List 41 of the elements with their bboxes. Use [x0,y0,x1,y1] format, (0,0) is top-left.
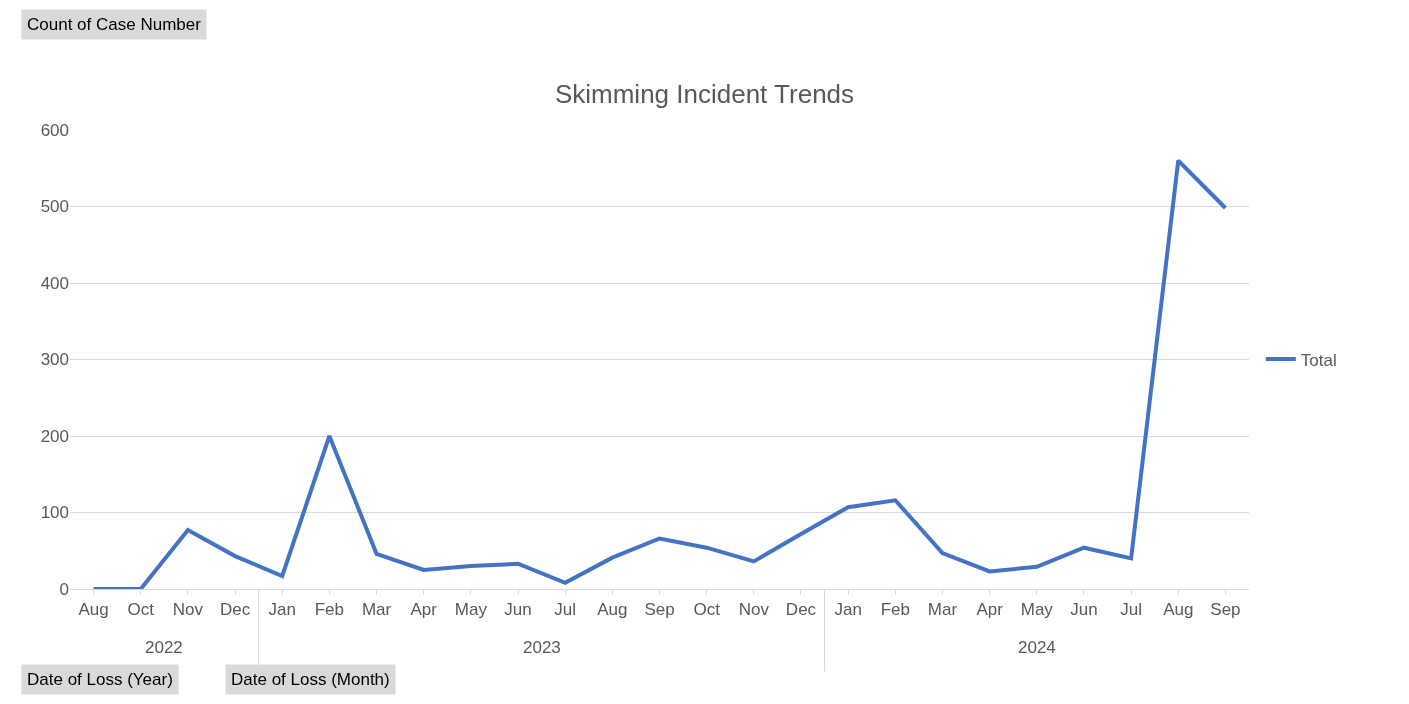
y-tick-label: 0 [59,579,69,599]
x-tick-label: Dec [219,600,251,620]
x-tick-label: Oct [693,600,721,620]
x-tick-label: Nov [738,600,770,620]
x-tick-label: Jun [1070,600,1098,620]
x-tick-label: Feb [880,600,910,620]
x-tick-label: Jul [554,600,577,620]
y-tick-label: 100 [40,503,69,523]
x-tick-label: Feb [314,600,345,620]
x-tick-label: Jul [1120,600,1142,620]
x-tick-label: Sep [1210,600,1241,620]
x-tick-label: Apr [976,600,1004,620]
legend-label: Total [1300,350,1337,370]
x-tick-label: Aug [597,600,628,620]
text: 2023 [523,638,561,657]
text: 2022 [145,638,183,657]
x-tick-label: Aug [1163,600,1194,620]
x-tick-label: May [1020,600,1054,620]
line-series [91,158,1228,589]
text: Count of Case Number [27,15,202,34]
x-tick-label: Mar [927,600,958,620]
text: Date of Loss (Year) [27,670,173,689]
y-tick-label: 400 [40,273,69,293]
x-tick-label: May [454,600,488,620]
x-tick-label: Mar [361,600,392,620]
x-tick-label: Apr [410,600,438,620]
y-tick-label: 300 [40,350,69,370]
chart-title: Skimming Incident Trends [554,78,855,109]
x-tick-label: Nov [172,600,204,620]
x-tick-label: Sep [644,600,675,620]
text: Date of Loss (Month) [231,670,390,689]
x-tick-label: Jun [504,600,532,620]
x-tick-label: Oct [127,600,155,620]
x-tick-label: Dec [785,600,817,620]
y-tick-label: 500 [40,197,69,217]
x-tick-label: Jan [834,600,862,620]
x-tick-label: Aug [78,600,109,620]
text: 2024 [1018,638,1056,657]
y-tick-label: 600 [40,120,69,140]
x-tick-label: Jan [268,600,296,620]
y-tick-label: 200 [40,426,69,446]
